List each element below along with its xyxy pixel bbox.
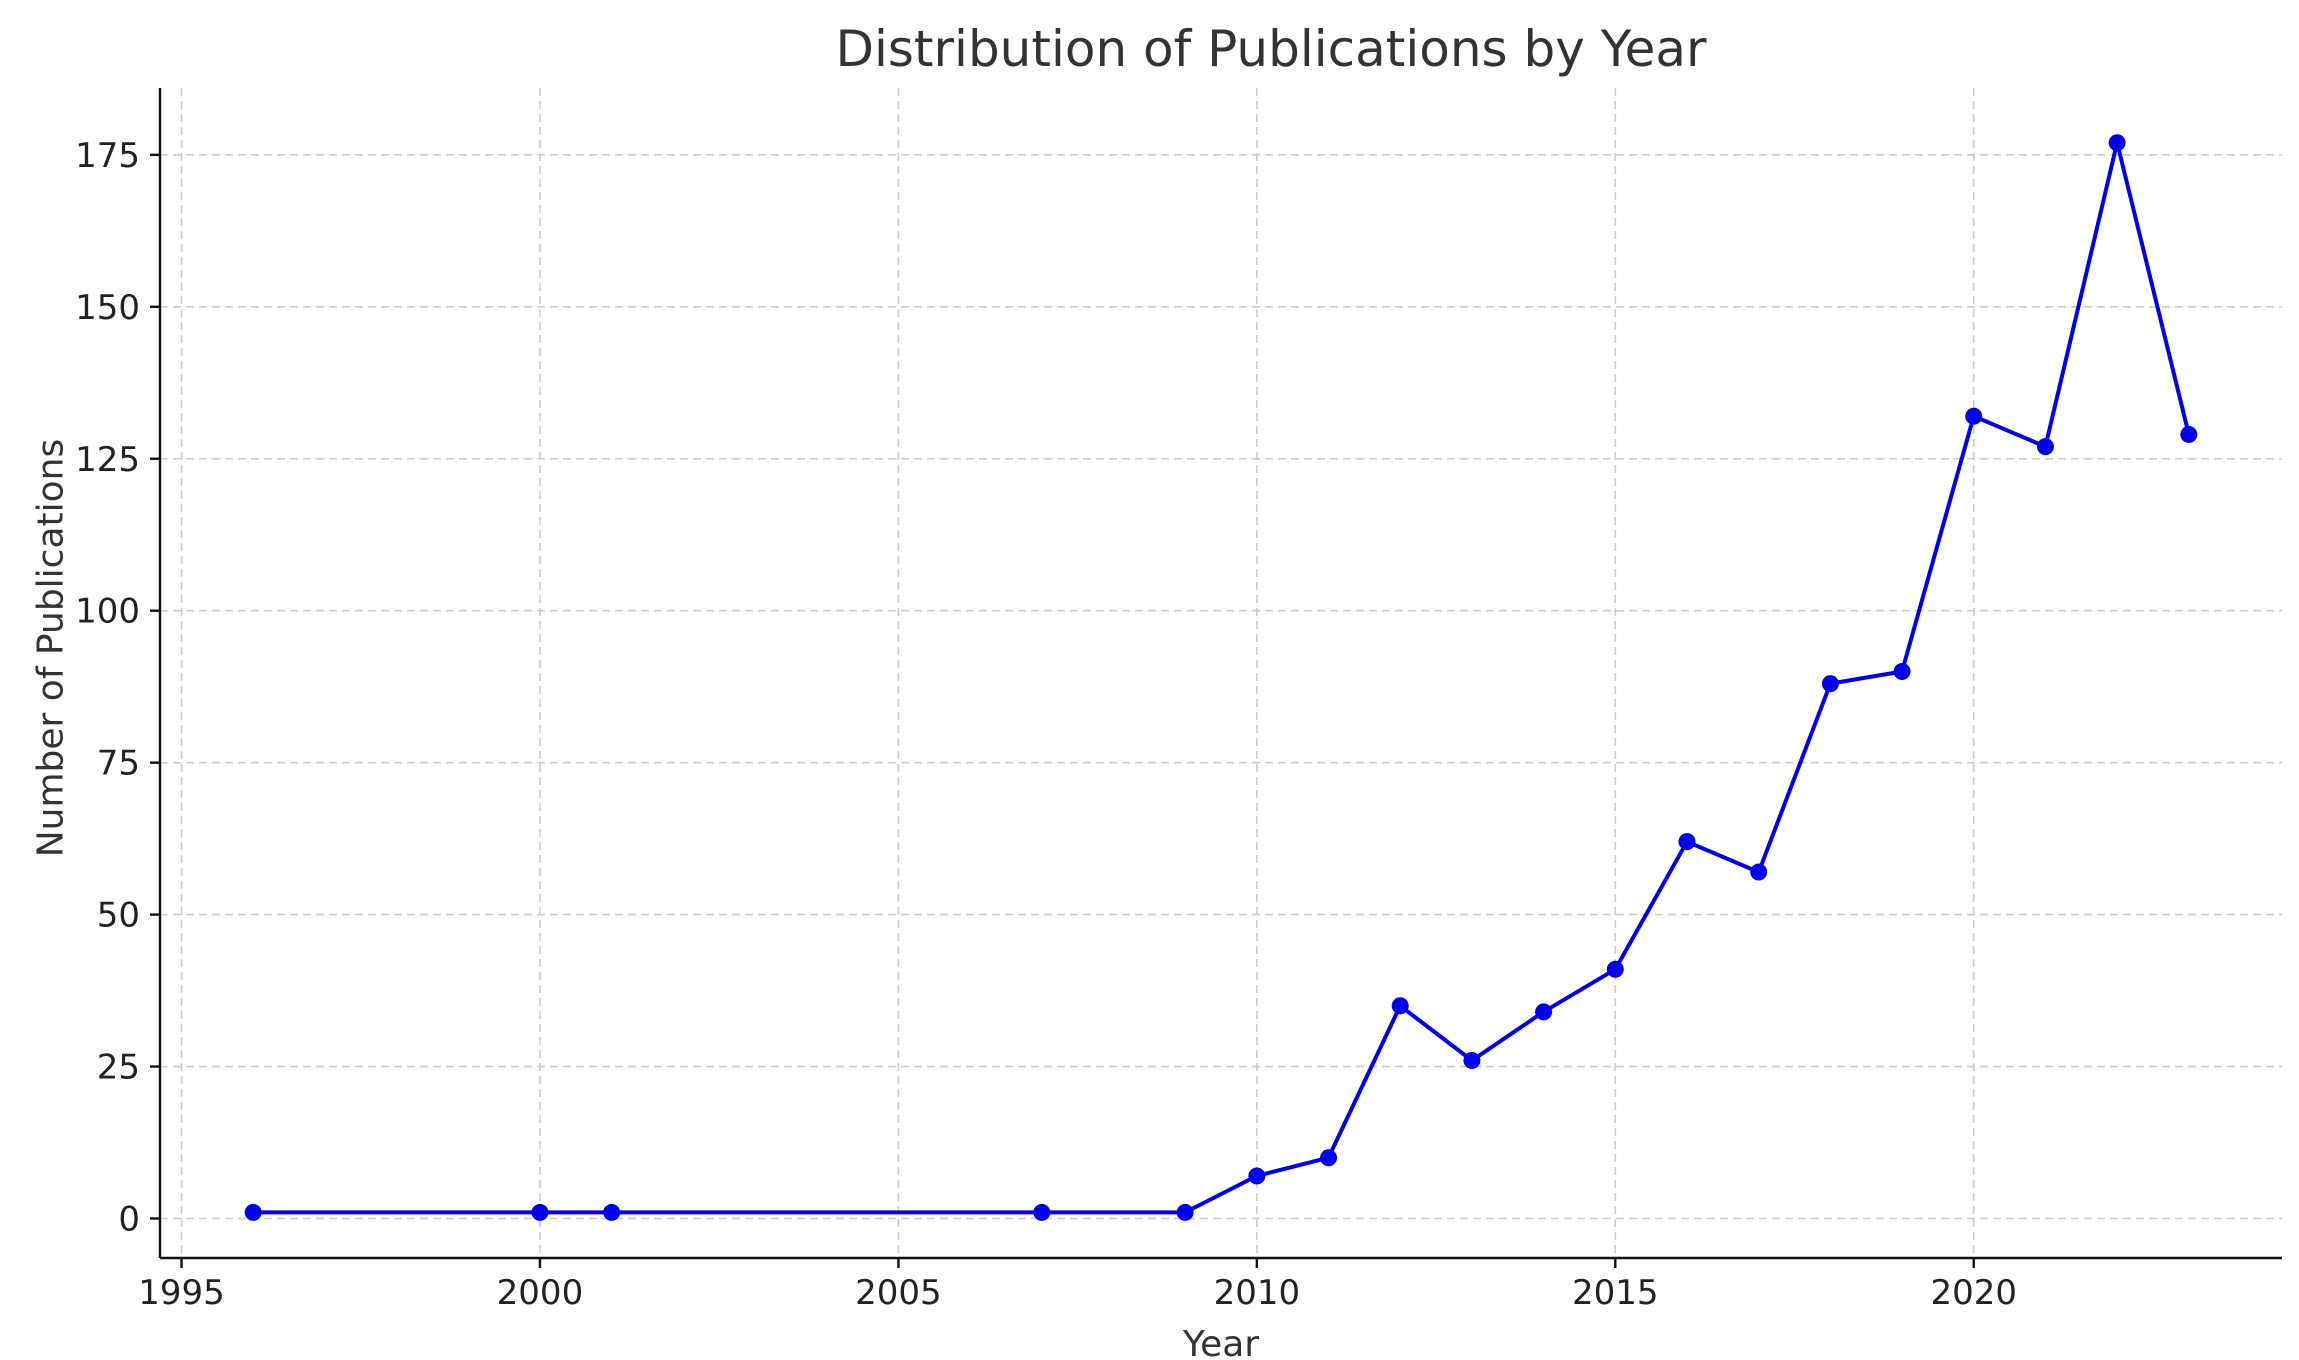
chart-title: Distribution of Publications by Year xyxy=(835,20,1707,78)
x-tick-label: 1995 xyxy=(138,1273,225,1313)
y-tick-label: 100 xyxy=(75,592,140,632)
data-point xyxy=(2036,438,2054,456)
x-ticks: 1995 2000 2005 2010 2015 2020 xyxy=(138,1258,2017,1313)
data-point xyxy=(1248,1167,1266,1185)
data-point xyxy=(603,1203,621,1221)
grid xyxy=(160,88,2282,1258)
data-point xyxy=(2180,425,2198,443)
y-axis-label: Number of Publications xyxy=(31,439,72,858)
axes xyxy=(158,88,2282,1260)
data-point xyxy=(1033,1203,1051,1221)
x-tick-label: 2000 xyxy=(497,1273,584,1313)
y-ticks: 0 25 50 75 100 125 150 175 xyxy=(75,136,160,1239)
data-point xyxy=(1965,407,1983,425)
data-point xyxy=(1750,863,1768,881)
data-point xyxy=(1176,1203,1194,1221)
x-tick-label: 2015 xyxy=(1572,1273,1659,1313)
y-tick-label: 125 xyxy=(75,440,140,480)
data-point xyxy=(244,1203,262,1221)
y-tick-label: 150 xyxy=(75,288,140,328)
x-tick-label: 2020 xyxy=(1930,1273,2017,1313)
series xyxy=(244,134,2198,1221)
data-point xyxy=(2108,134,2126,152)
data-point xyxy=(1821,675,1839,693)
x-tick-label: 2005 xyxy=(855,1273,942,1313)
data-point xyxy=(1893,662,1911,680)
data-point xyxy=(1391,997,1409,1015)
x-tick-label: 2010 xyxy=(1214,1273,1301,1313)
data-point xyxy=(531,1203,549,1221)
data-point xyxy=(1463,1051,1481,1069)
y-tick-label: 50 xyxy=(97,896,140,936)
y-tick-label: 0 xyxy=(118,1199,140,1239)
x-axis-label: Year xyxy=(1182,1324,1259,1360)
y-tick-label: 175 xyxy=(75,136,140,176)
data-point xyxy=(1678,833,1696,851)
data-point xyxy=(1320,1149,1338,1167)
data-point xyxy=(1606,960,1624,978)
y-tick-label: 75 xyxy=(97,744,140,784)
y-tick-label: 25 xyxy=(97,1048,140,1088)
data-point xyxy=(1535,1003,1553,1021)
